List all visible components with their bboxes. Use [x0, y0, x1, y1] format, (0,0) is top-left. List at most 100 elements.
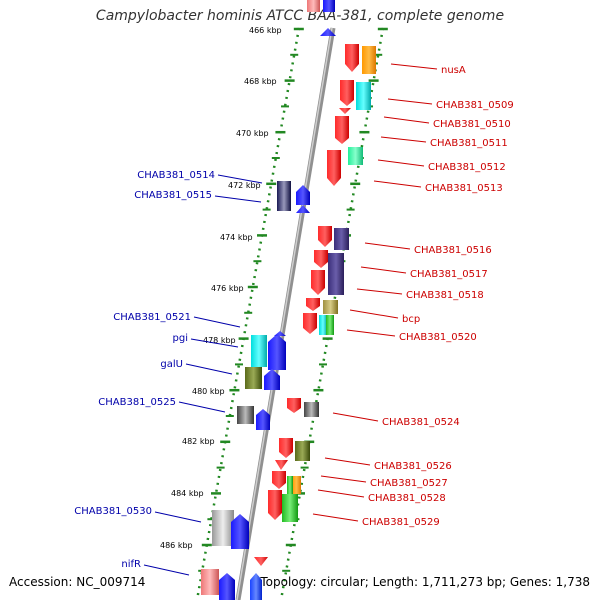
- leader-line: [383, 116, 430, 124]
- tick-label: 476 kbp: [211, 284, 244, 293]
- gene-block: [251, 335, 267, 367]
- gene-block: [304, 402, 319, 417]
- leader-line: [143, 564, 190, 576]
- gene-label-0516[interactable]: CHAB381_0516: [414, 245, 492, 256]
- tick-label: 480 kbp: [192, 387, 225, 396]
- gene-label-nusA[interactable]: nusA: [441, 65, 466, 76]
- gene-block: [339, 108, 351, 114]
- gene-label-0517[interactable]: CHAB381_0517: [410, 269, 488, 280]
- gene-label-0514[interactable]: CHAB381_0514: [137, 170, 215, 181]
- gene-label-0518[interactable]: CHAB381_0518: [406, 290, 484, 301]
- gene-block: [319, 315, 327, 335]
- gene-label-0528[interactable]: CHAB381_0528: [368, 493, 446, 504]
- leader-line: [190, 338, 239, 348]
- leader-line: [217, 174, 263, 184]
- gene-block: [287, 398, 301, 413]
- gene-label-0515[interactable]: CHAB381_0515: [134, 190, 212, 201]
- gene-block: [318, 226, 332, 247]
- leader-line: [390, 63, 438, 70]
- gene-label-0510[interactable]: CHAB381_0510: [433, 119, 511, 130]
- gene-block: [275, 460, 288, 470]
- forward-strand-genes: [254, 44, 376, 566]
- leader-line: [387, 98, 433, 105]
- gene-label-0509[interactable]: CHAB381_0509: [436, 100, 514, 111]
- gene-block: [327, 150, 341, 186]
- gene-block: [356, 82, 371, 110]
- genome-backbone-highlight: [236, 27, 333, 600]
- gene-block: [311, 270, 325, 295]
- leader-line: [185, 363, 233, 375]
- gene-block: [201, 569, 219, 595]
- gene-label-0520[interactable]: CHAB381_0520: [399, 332, 477, 343]
- gene-block: [303, 313, 317, 334]
- gene-block: [279, 438, 293, 458]
- gene-block: [362, 46, 376, 74]
- gene-block: [231, 514, 249, 549]
- tick-label: 474 kbp: [220, 233, 253, 242]
- leader-line: [377, 159, 425, 167]
- tick-label: 478 kbp: [203, 336, 236, 345]
- gene-block: [296, 185, 310, 205]
- gene-block: [335, 116, 349, 144]
- outer-dotted-guide-left: [195, 27, 301, 600]
- reverse-gene-labels: CHAB381_0514 CHAB381_0515 CHAB381_0521 p…: [74, 170, 263, 576]
- leader-line: [349, 309, 399, 319]
- gene-label-0524[interactable]: CHAB381_0524: [382, 417, 460, 428]
- gene-block: [306, 298, 320, 311]
- leader-line: [320, 475, 367, 483]
- leader-line: [346, 329, 396, 337]
- gene-block: [272, 471, 286, 489]
- leader-line: [324, 457, 371, 466]
- gene-block: [264, 369, 280, 390]
- tick-label: 470 kbp: [236, 129, 269, 138]
- gene-block: [323, 300, 338, 314]
- gene-block: [307, 0, 320, 12]
- gene-block: [323, 0, 335, 12]
- leader-line: [364, 242, 411, 250]
- leader-line: [193, 316, 241, 328]
- gene-label-0529[interactable]: CHAB381_0529: [362, 517, 440, 528]
- gene-block: [328, 253, 344, 295]
- gene-block: [245, 367, 262, 389]
- gene-label-0525[interactable]: CHAB381_0525: [98, 397, 176, 408]
- gene-label-0521[interactable]: CHAB381_0521: [113, 312, 191, 323]
- gene-block: [295, 441, 310, 461]
- gene-label-0513[interactable]: CHAB381_0513: [425, 183, 503, 194]
- gene-block: [274, 331, 286, 336]
- gene-block: [314, 250, 328, 268]
- accession-label: Accession: NC_009714: [9, 575, 146, 589]
- gene-label-0526[interactable]: CHAB381_0526: [374, 461, 452, 472]
- gene-block: [277, 181, 291, 211]
- gene-label-bcp[interactable]: bcp: [402, 314, 420, 325]
- gene-block: [268, 334, 286, 370]
- gene-label-0527[interactable]: CHAB381_0527: [370, 478, 448, 489]
- forward-gene-labels: nusA CHAB381_0509 CHAB381_0510 CHAB381_0…: [312, 63, 514, 528]
- gene-label-0511[interactable]: CHAB381_0511: [430, 138, 508, 149]
- gene-label-0530[interactable]: CHAB381_0530: [74, 506, 152, 517]
- leader-line: [154, 511, 202, 523]
- gene-block: [250, 573, 262, 600]
- gene-block: [237, 406, 254, 424]
- reverse-strand-genes: [201, 181, 310, 600]
- tick-label: 486 kbp: [160, 541, 193, 550]
- gene-block: [282, 494, 298, 522]
- gene-label-nifR[interactable]: nifR: [121, 559, 141, 570]
- leader-line: [380, 136, 427, 143]
- gene-block: [219, 573, 235, 600]
- leader-line: [356, 288, 403, 295]
- page-title: Campylobacter hominis ATCC BAA-381, comp…: [95, 8, 505, 24]
- leader-line: [373, 180, 422, 188]
- gene-label-galU[interactable]: galU: [160, 359, 183, 370]
- gene-block: [268, 490, 282, 520]
- gene-block: [256, 409, 270, 430]
- gene-label-pgi[interactable]: pgi: [173, 333, 188, 344]
- genome-summary-label: Topology: circular; Length: 1,711,273 bp…: [260, 575, 590, 589]
- gene-block: [340, 80, 354, 106]
- tick-label: 472 kbp: [228, 181, 261, 190]
- leader-line: [178, 401, 226, 413]
- leader-line: [312, 513, 359, 522]
- leader-line: [332, 412, 379, 422]
- gene-label-0512[interactable]: CHAB381_0512: [428, 162, 506, 173]
- gene-block: [348, 147, 363, 165]
